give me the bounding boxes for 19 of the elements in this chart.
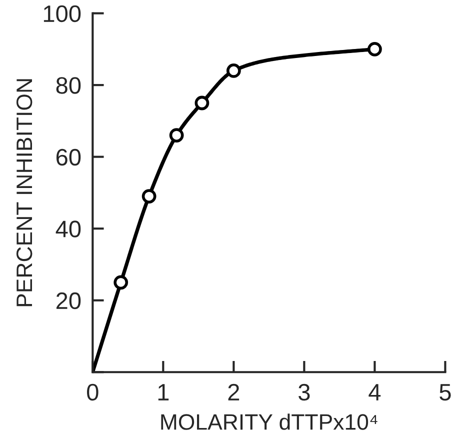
x-tick-label: 5 [440, 384, 451, 401]
point [142, 189, 156, 204]
point [368, 42, 382, 56]
x-tick-label: 3 [298, 384, 310, 401]
x-tick-label: 2 [228, 384, 240, 400]
y-tick-label: 80 [56, 77, 81, 94]
y-tick-label: 20 [56, 292, 81, 310]
y-tick-label: 60 [56, 148, 81, 166]
x-tick-label: 0 [87, 384, 98, 401]
point [226, 64, 241, 78]
point [169, 128, 184, 142]
x-tick-label: 4 [368, 384, 381, 400]
y-tick-label: 40 [56, 220, 81, 238]
point [194, 96, 210, 110]
y-axis-title: PERCENT INHIBITION [16, 79, 32, 306]
point [114, 275, 128, 290]
x-tick-label: 1 [158, 384, 169, 400]
x-axis-title: MOLARITY dTTPx10⁴ [161, 414, 378, 430]
y-tick-label: 100 [44, 5, 81, 22]
